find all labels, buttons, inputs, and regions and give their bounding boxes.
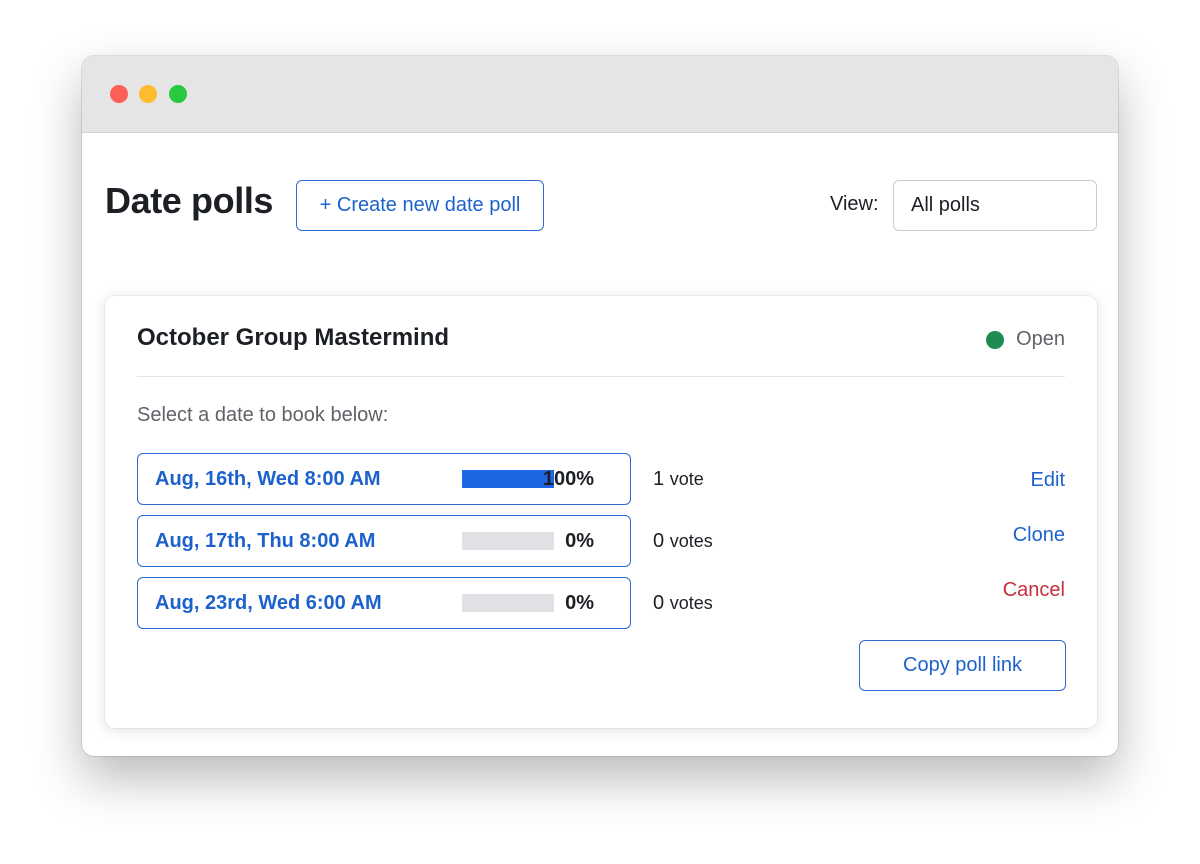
divider (137, 376, 1065, 377)
status-label: Open (1016, 328, 1065, 350)
view-filter-label: View: (830, 193, 879, 215)
create-date-poll-button[interactable]: + Create new date poll (296, 180, 544, 231)
date-option[interactable]: Aug, 17th, Thu 8:00 AM 0% (137, 515, 631, 567)
poll-card: October Group Mastermind Open Select a d… (105, 296, 1097, 728)
vote-percent: 100% (542, 468, 594, 490)
date-option-label: Aug, 23rd, Wed 6:00 AM (155, 592, 382, 614)
date-option[interactable]: Aug, 23rd, Wed 6:00 AM 0% (137, 577, 631, 629)
vote-percent: 0% (565, 530, 594, 552)
vote-count: 0 votes (653, 530, 713, 553)
edit-poll-link[interactable]: Edit (1030, 469, 1065, 491)
close-window-button[interactable] (110, 85, 128, 103)
status-dot-icon (986, 330, 1005, 349)
vote-count-number: 1 (653, 468, 665, 490)
browser-window: Date polls + Create new date poll View: … (82, 56, 1118, 756)
vote-progress-bar (462, 532, 554, 550)
date-option-label: Aug, 16th, Wed 8:00 AM (155, 468, 381, 490)
maximize-window-button[interactable] (169, 85, 187, 103)
page-title: Date polls (105, 180, 274, 221)
vote-progress-bar (462, 470, 554, 488)
vote-count-word: vote (669, 469, 704, 489)
poll-title: October Group Mastermind (137, 324, 450, 351)
vote-count-number: 0 (653, 530, 665, 552)
poll-instruction: Select a date to book below: (137, 404, 389, 426)
poll-status: Open (986, 328, 1065, 351)
vote-percent: 0% (565, 592, 594, 614)
cancel-poll-link[interactable]: Cancel (1002, 579, 1065, 601)
minimize-window-button[interactable] (139, 85, 157, 103)
clone-poll-link[interactable]: Clone (1012, 524, 1065, 546)
window-titlebar (82, 56, 1118, 133)
vote-count: 1 vote (653, 468, 704, 491)
vote-progress-bar (462, 594, 554, 612)
vote-count: 0 votes (653, 592, 713, 615)
vote-count-number: 0 (653, 592, 665, 614)
vote-progress-fill (462, 470, 554, 488)
view-filter-select[interactable]: All polls (893, 180, 1097, 231)
vote-count-word: votes (669, 531, 713, 551)
date-option[interactable]: Aug, 16th, Wed 8:00 AM 100% (137, 453, 631, 505)
vote-count-word: votes (669, 593, 713, 613)
copy-poll-link-button[interactable]: Copy poll link (859, 640, 1066, 691)
date-option-label: Aug, 17th, Thu 8:00 AM (155, 530, 376, 552)
